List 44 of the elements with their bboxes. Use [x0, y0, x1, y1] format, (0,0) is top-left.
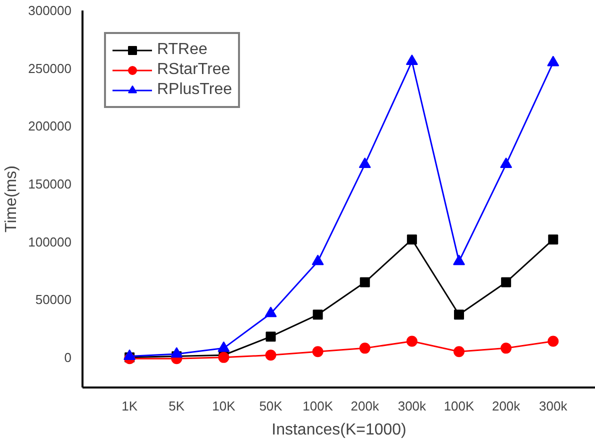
point — [312, 346, 324, 358]
x-tick-label: 200k — [350, 398, 380, 414]
x-tick-label: 5K — [168, 398, 185, 414]
point — [454, 310, 464, 320]
point — [453, 254, 466, 266]
point — [406, 336, 418, 347]
point — [406, 54, 418, 66]
x-tick-label: 100K — [302, 398, 334, 414]
x-axis-title: Instances(K=1000) — [272, 422, 406, 438]
x-tick-label: 200k — [492, 398, 521, 414]
legend-label: RTRee — [157, 41, 208, 59]
y-tick-label: 0 — [64, 350, 72, 365]
point — [265, 350, 276, 361]
legend-label: RPlusTree — [157, 81, 232, 99]
x-tick-label: 10K — [212, 398, 236, 414]
x-tick-label: 100K — [444, 398, 475, 414]
x-tick-label: 300k — [539, 398, 568, 414]
y-axis-title: Time(ms) — [3, 166, 20, 232]
x-tick-label: 1K — [122, 398, 138, 414]
x-tick-label: 50K — [259, 398, 283, 414]
point — [312, 254, 324, 266]
point — [264, 306, 277, 318]
x-tick-label: 300k — [398, 398, 427, 414]
point — [500, 342, 512, 354]
legend-label: RStarTree — [157, 61, 230, 79]
point — [360, 277, 370, 288]
point — [406, 234, 417, 244]
point — [547, 56, 560, 66]
point — [548, 336, 559, 347]
point — [170, 347, 183, 358]
point — [454, 346, 465, 358]
y-tick-label: 250000 — [28, 60, 72, 76]
y-tick-label: 200000 — [28, 118, 72, 134]
y-tick-label: 300000 — [28, 3, 72, 18]
point — [359, 342, 370, 354]
y-tick-label: 50000 — [35, 292, 72, 308]
y-tick-label: 150000 — [28, 176, 72, 192]
point — [500, 157, 512, 168]
y-tick-label: 100000 — [28, 234, 72, 250]
point — [312, 310, 323, 320]
point — [358, 157, 371, 168]
point — [548, 234, 558, 244]
point — [266, 332, 276, 342]
point — [501, 277, 512, 288]
